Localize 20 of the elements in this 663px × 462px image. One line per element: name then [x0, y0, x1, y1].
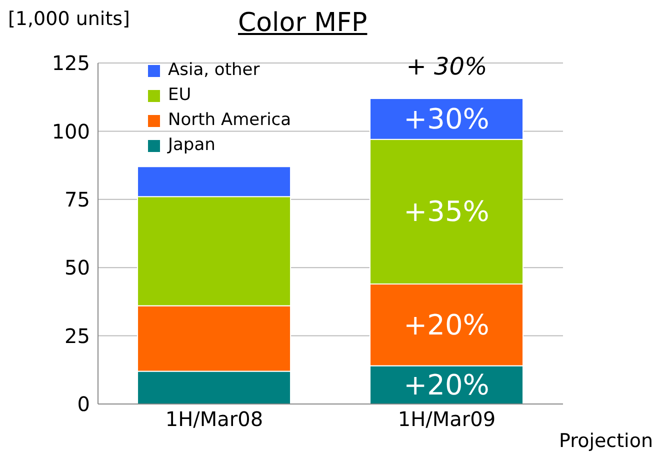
- legend-label: Asia, other: [168, 59, 260, 82]
- x-tick-label: 1H/Mar09: [398, 407, 496, 432]
- legend-label: EU: [168, 84, 192, 107]
- annotation: + 30%: [406, 52, 488, 80]
- legend-label: North America: [168, 109, 292, 132]
- annotation: +20%: [404, 308, 490, 342]
- x-tick-label: 1H/Mar08: [165, 407, 264, 432]
- annotation: +20%: [404, 368, 490, 402]
- annotation: +30%: [404, 102, 490, 136]
- y-axis-title: [1,000 units]: [8, 8, 130, 30]
- annotation: +35%: [404, 195, 490, 228]
- y-tick-label: 0: [77, 392, 90, 416]
- y-tick-label: 125: [52, 51, 90, 76]
- y-tick-label: 50: [64, 256, 90, 280]
- y-tick-label: 100: [52, 119, 90, 144]
- legend-label: Japan: [168, 134, 216, 157]
- y-tick-label: 75: [64, 188, 90, 212]
- chart-title: Color MFP: [238, 8, 368, 38]
- y-tick-label: 25: [64, 324, 90, 348]
- text: Projection: [559, 430, 653, 452]
